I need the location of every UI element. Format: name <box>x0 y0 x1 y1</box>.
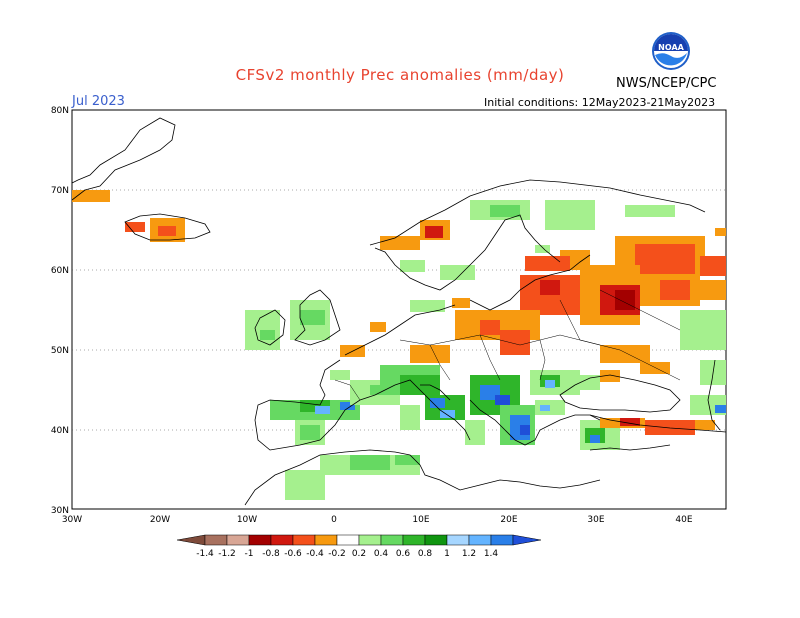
balkans-coast <box>469 399 601 446</box>
africa-coast <box>244 449 601 506</box>
caspian-coast <box>707 359 721 431</box>
colorbar-low-arrow <box>176 534 206 546</box>
svg-text:NOAA: NOAA <box>658 43 684 52</box>
colorbar-label: 0.4 <box>374 549 389 559</box>
lon-label: 40E <box>675 515 692 525</box>
map-title: CFSv2 monthly Prec anomalies (mm/day) <box>235 66 565 84</box>
colorbar-label: 0.6 <box>396 549 411 559</box>
lon-label: 0 <box>331 515 337 525</box>
latitude-labels: 80N 70N 60N 50N 40N 30N <box>51 106 69 516</box>
colorbar-swatch <box>314 534 338 546</box>
colorbar-high-arrow <box>512 534 542 546</box>
britain-coast <box>294 289 341 346</box>
lon-label: 30W <box>62 515 82 525</box>
colorbar-label: -0.4 <box>306 549 324 559</box>
colorbar-swatch <box>248 534 272 546</box>
scandinavia-coast <box>369 179 706 291</box>
colorbar: -1.4 -1.2 -1 -0.8 -0.6 -0.4 -0.2 0.2 0.4 0.6 0.8 1 1… <box>176 534 542 559</box>
map-frame <box>71 109 727 510</box>
coastlines <box>71 117 727 506</box>
colorbar-swatch <box>446 534 470 546</box>
colorbar-swatch <box>292 534 316 546</box>
lon-label: 30E <box>587 515 604 525</box>
baltic-coast <box>469 254 591 311</box>
continent-coast <box>254 304 471 451</box>
organization-label: NWS/NCEP/CPC <box>616 76 717 91</box>
colorbar-swatch <box>336 534 360 546</box>
colorbar-swatch <box>468 534 492 546</box>
lat-label: 60N <box>51 266 69 276</box>
lat-label: 50N <box>51 346 69 356</box>
colorbar-label: 0.8 <box>418 549 433 559</box>
borders <box>334 289 681 401</box>
colorbar-label: -1 <box>245 549 254 559</box>
lon-label: 10E <box>412 515 429 525</box>
longitude-labels: 30W 20W 10W 0 10E 20E 30E 40E <box>62 515 693 525</box>
turkey-coast <box>589 414 727 451</box>
colorbar-swatch <box>204 534 228 546</box>
greenland-coast <box>71 117 176 201</box>
iceland-coast <box>124 213 211 241</box>
anomaly-fills <box>72 190 726 500</box>
colorbar-label: -0.2 <box>328 549 346 559</box>
lat-label: 70N <box>51 186 69 196</box>
colorbar-swatch <box>380 534 404 546</box>
colorbar-label: 1.4 <box>484 549 499 559</box>
lon-label: 20E <box>500 515 517 525</box>
colorbar-label: -1.4 <box>196 549 214 559</box>
colorbar-swatch <box>270 534 294 546</box>
colorbar-swatch <box>402 534 426 546</box>
colorbar-swatch <box>226 534 250 546</box>
forecast-month: Jul 2023 <box>72 94 125 109</box>
colorbar-label: 1.2 <box>462 549 476 559</box>
colorbar-label: 0.2 <box>352 549 366 559</box>
lat-label: 80N <box>51 106 69 116</box>
colorbar-label: -0.6 <box>284 549 302 559</box>
ireland-coast <box>254 309 286 346</box>
black-sea-coast <box>559 374 681 413</box>
lon-label: 10W <box>237 515 257 525</box>
colorbar-label: 1 <box>444 549 450 559</box>
initial-conditions: Initial conditions: 12May2023-21May2023 <box>484 96 716 109</box>
colorbar-swatch <box>358 534 382 546</box>
noaa-logo: NOAA <box>652 32 690 70</box>
colorbar-label: -0.8 <box>262 549 280 559</box>
colorbar-swatch <box>490 534 514 546</box>
lon-label: 20W <box>150 515 170 525</box>
lat-label: 30N <box>51 506 69 516</box>
colorbar-label: -1.2 <box>218 549 236 559</box>
colorbar-swatch <box>424 534 448 546</box>
lat-label: 40N <box>51 426 69 436</box>
